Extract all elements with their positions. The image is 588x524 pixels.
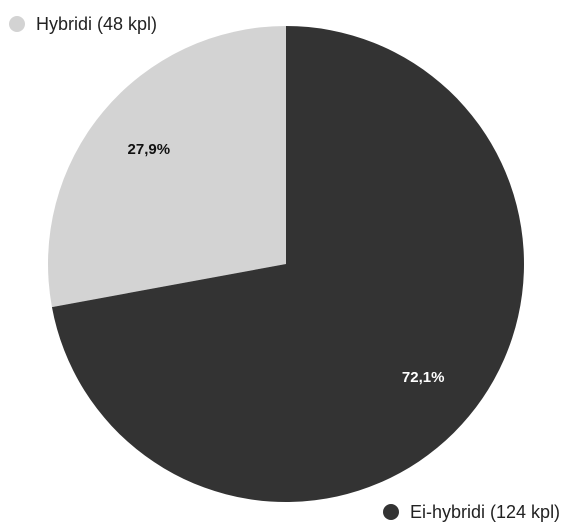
pie-slice <box>51 26 524 503</box>
legend-label: Hybridi (48 kpl) <box>36 14 157 34</box>
pie-slice <box>47 26 286 308</box>
slice-label: 27,9% <box>128 141 171 158</box>
slice-label: 72,1% <box>402 369 445 386</box>
legend-label: Ei-hybridi (124 kpl) <box>410 502 560 522</box>
legend-marker <box>9 16 25 32</box>
legend-marker <box>383 504 399 520</box>
